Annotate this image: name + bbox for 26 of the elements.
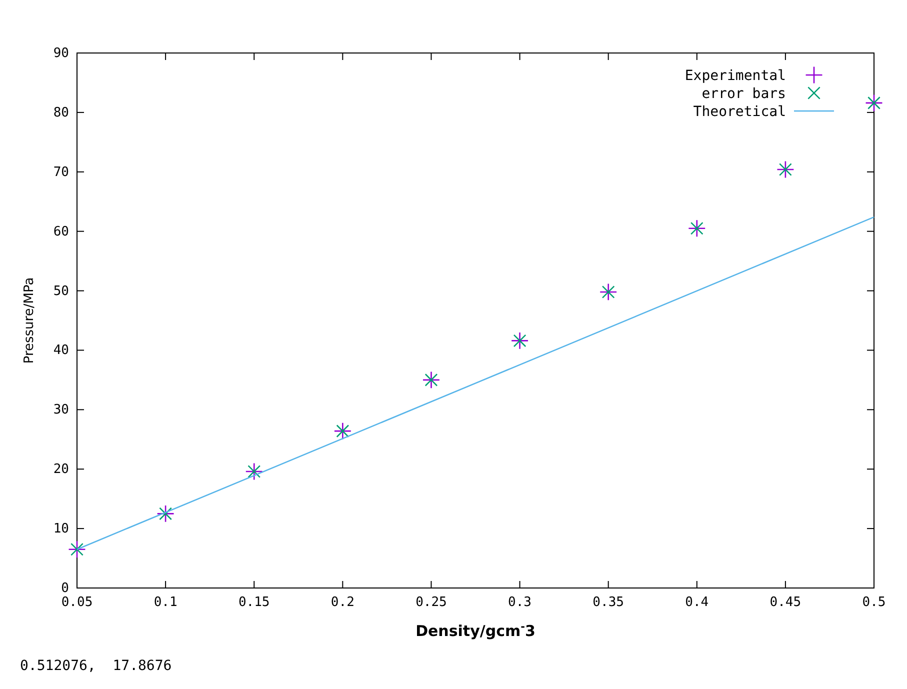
y-tick-label: 20 — [53, 462, 69, 478]
x-axis-title: Density/gcm$^{-}$3 — [416, 621, 536, 640]
y-tick-label: 60 — [53, 224, 69, 240]
legend-label: Theoretical — [693, 104, 786, 120]
y-tick-label: 0 — [61, 581, 69, 596]
text: 0.512076, 17.8676 — [20, 658, 172, 674]
y-tick-label: 10 — [53, 522, 69, 537]
y-tick-label: 90 — [53, 46, 69, 61]
y-tick-label: 80 — [53, 105, 69, 120]
x-tick-label: 0.5 — [862, 595, 886, 610]
x-tick-label: 0.15 — [238, 595, 270, 610]
y-tick-label: 40 — [53, 343, 69, 358]
x-tick-label: 0.4 — [685, 595, 709, 610]
x-tick-label: 0.2 — [330, 595, 354, 610]
x-tick-label: 0.35 — [592, 595, 624, 610]
y-axis-title: Pressure/MPa — [22, 277, 37, 364]
x-tick-label: 0.1 — [154, 595, 178, 610]
legend-label: Experimental — [684, 68, 786, 84]
x-tick-label: 0.25 — [416, 595, 447, 610]
legend-label: error bars — [702, 86, 786, 102]
y-tick-label: 70 — [53, 164, 69, 180]
x-tick-label: 0.45 — [770, 595, 802, 610]
x-tick-label: 0.05 — [61, 595, 93, 610]
x-tick-label: 0.3 — [508, 595, 532, 610]
y-tick-label: 50 — [53, 284, 69, 299]
y-tick-label: 30 — [53, 402, 69, 418]
